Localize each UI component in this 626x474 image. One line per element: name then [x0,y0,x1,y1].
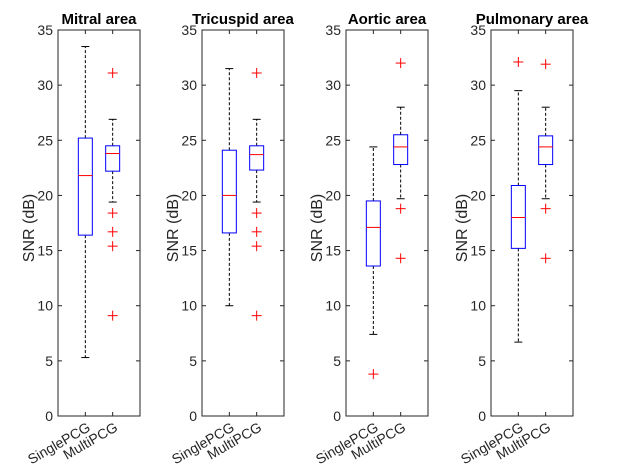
outlier-marker [251,226,262,237]
outlier-marker [395,58,406,69]
axes-frame [490,29,574,417]
y-axis-label: SNR (dB) [309,194,326,262]
y-tick-label: 10 [181,298,197,314]
box-multipcg: MultiPCG [204,30,265,463]
y-tick-label: 0 [189,408,197,424]
iqr-box [510,185,526,249]
outlier-marker [395,253,406,264]
y-tick-label: 0 [45,408,53,424]
outlier-marker [251,241,262,252]
y-tick-label: 35 [325,22,341,38]
y-tick-label: 25 [37,132,53,148]
y-tick-label: 20 [181,187,197,203]
iqr-box [538,135,554,166]
y-tick-label: 25 [470,132,486,148]
y-tick-label: 30 [325,77,341,93]
outlier-marker [368,369,379,380]
iqr-box [105,145,121,172]
iqr-box [249,145,265,171]
y-tick-label: 15 [181,243,197,259]
y-tick-label: 10 [470,298,486,314]
y-tick-label: 25 [181,132,197,148]
panel-title: Tricuspid area [192,11,294,28]
y-tick-label: 30 [37,77,53,93]
y-axis-label: SNR (dB) [454,194,471,262]
y-tick-label: 20 [325,187,341,203]
outlier-marker [540,203,551,214]
y-tick-label: 35 [181,22,197,38]
box-multipcg: MultiPCG [60,30,121,463]
iqr-box [77,137,93,236]
outlier-marker [107,310,118,321]
outlier-marker [540,59,551,70]
iqr-box [365,200,381,267]
y-tick-label: 5 [333,353,341,369]
outlier-marker [107,68,118,79]
y-axis-label: SNR (dB) [165,194,182,262]
axes-frame [201,29,285,417]
y-tick-label: 10 [325,298,341,314]
outlier-marker [107,241,118,252]
y-tick-label: 0 [333,408,341,424]
outlier-marker [540,253,551,264]
outlier-marker [395,203,406,214]
outlier-marker [513,56,524,67]
axes-frame [57,29,141,417]
y-tick-label: 20 [37,187,53,203]
iqr-box [393,134,409,166]
outlier-marker [107,226,118,237]
y-tick-label: 5 [478,353,486,369]
y-tick-label: 30 [181,77,197,93]
y-tick-label: 25 [325,132,341,148]
outlier-marker [107,208,118,219]
y-tick-label: 20 [470,187,486,203]
y-tick-label: 0 [478,408,486,424]
axes-frame [345,29,429,417]
outlier-marker [251,208,262,219]
y-tick-label: 15 [37,243,53,259]
y-tick-label: 5 [45,353,53,369]
panel-title: Pulmonary area [476,11,589,28]
y-tick-label: 35 [37,22,53,38]
y-tick-label: 30 [470,77,486,93]
y-tick-label: 10 [37,298,53,314]
outlier-marker [251,68,262,79]
y-tick-label: 5 [189,353,197,369]
y-tick-label: 15 [325,243,341,259]
y-tick-label: 15 [470,243,486,259]
y-axis-label: SNR (dB) [21,194,38,262]
iqr-box [221,149,237,234]
outlier-marker [251,310,262,321]
panel-title: Mitral area [61,11,137,28]
panel-title: Aortic area [348,11,427,28]
y-tick-label: 35 [470,22,486,38]
